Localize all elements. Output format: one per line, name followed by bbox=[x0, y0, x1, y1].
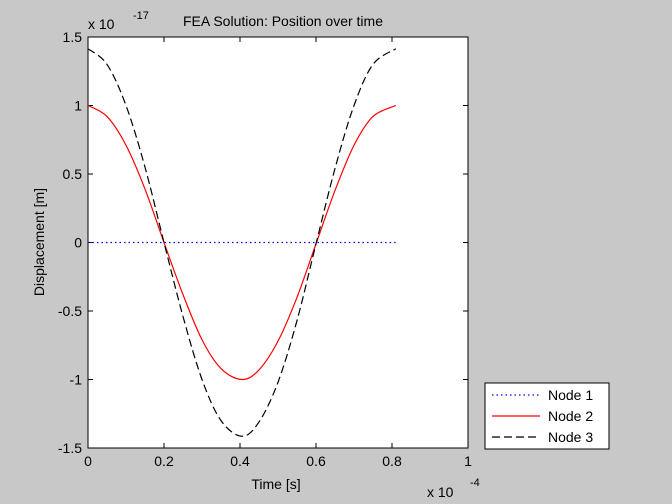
y-tick-label: 0 bbox=[74, 235, 82, 251]
x-tick-label: 0.8 bbox=[382, 453, 402, 469]
x-tick-label: 0.6 bbox=[306, 453, 326, 469]
legend-label: Node 1 bbox=[548, 387, 593, 403]
series-layer bbox=[87, 48, 397, 437]
x-tick-label: 0 bbox=[84, 453, 92, 469]
series-line-node-3 bbox=[87, 48, 397, 437]
x-tick-label: 0.4 bbox=[230, 453, 250, 469]
x-tick-label: 0.2 bbox=[154, 453, 174, 469]
y-tick-label: -1.5 bbox=[58, 440, 82, 456]
chart-title: FEA Solution: Position over time bbox=[183, 13, 383, 29]
x-axis-label: Time [s] bbox=[251, 476, 300, 492]
y-tick-label: 1 bbox=[74, 98, 82, 114]
legend-label: Node 2 bbox=[548, 408, 593, 424]
axis-ticks: 0 0.2 0.4 0.6 0.8 1 -1.5 -1 -0.5 0 0.5 1 1.5 bbox=[58, 29, 472, 469]
y-tick-label: 1.5 bbox=[63, 29, 83, 45]
x-exponent-power: -4 bbox=[470, 477, 480, 489]
x-exponent-base: x 10 bbox=[427, 484, 454, 500]
legend-label: Node 3 bbox=[548, 429, 593, 445]
y-tick-label: -1 bbox=[70, 372, 83, 388]
y-exponent-base: x 10 bbox=[88, 16, 115, 32]
series-line-node-2 bbox=[87, 104, 397, 381]
x-tick-label: 1 bbox=[464, 453, 472, 469]
y-exponent-power: -17 bbox=[133, 10, 149, 22]
y-tick-label: -0.5 bbox=[58, 303, 82, 319]
y-tick-label: 0.5 bbox=[63, 166, 83, 182]
legend: Node 1 Node 2 Node 3 bbox=[484, 382, 610, 450]
y-axis-label: Displacement [m] bbox=[31, 188, 47, 296]
